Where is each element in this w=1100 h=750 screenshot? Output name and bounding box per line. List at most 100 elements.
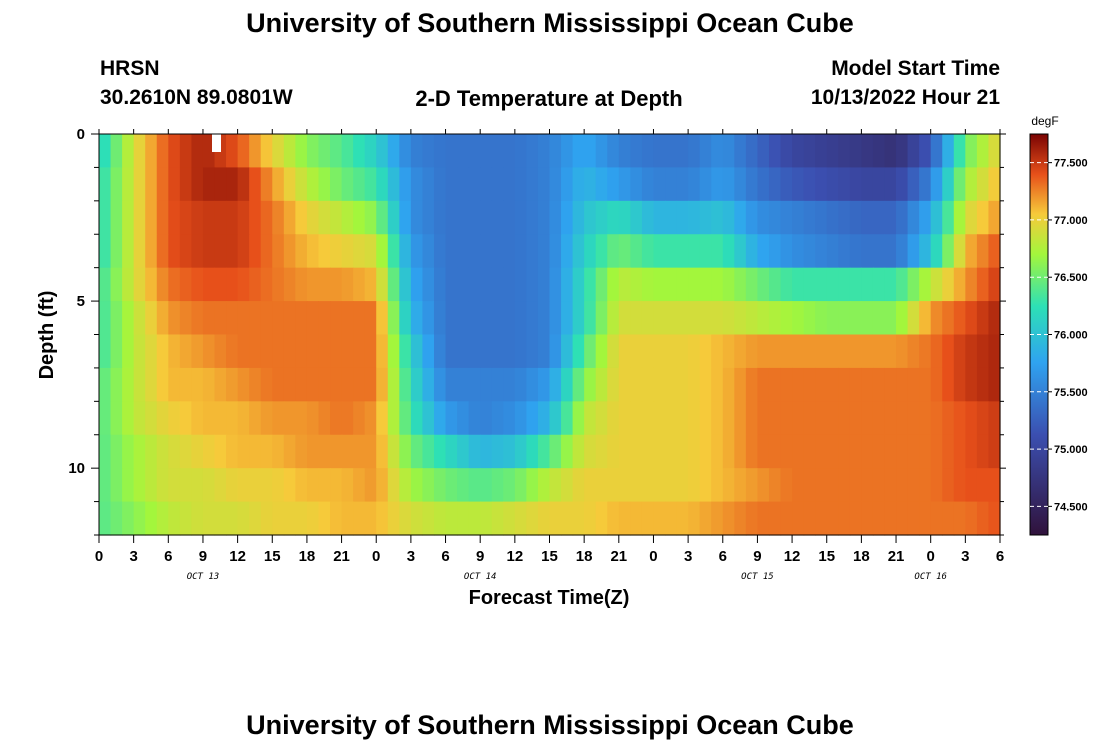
heatmap-cell: [214, 334, 227, 369]
heatmap-cell: [584, 167, 597, 202]
heatmap-cell: [884, 501, 897, 536]
heatmap-cell: [202, 234, 216, 269]
heatmap-cell: [572, 167, 585, 202]
heatmap-cell: [226, 234, 239, 269]
heatmap-cell: [514, 468, 527, 503]
heatmap-cell: [838, 367, 851, 402]
heatmap-cell: [676, 167, 689, 202]
heatmap-cell: [249, 301, 262, 336]
heatmap-cell: [110, 334, 123, 369]
heatmap-cell: [376, 434, 389, 469]
heatmap-cell: [676, 301, 689, 336]
heatmap-cell: [422, 501, 435, 536]
heatmap-cell: [792, 200, 805, 235]
heatmap-cell: [930, 434, 943, 469]
heatmap-cell: [988, 267, 1001, 302]
heatmap-cell: [757, 134, 770, 169]
heatmap-cell: [595, 468, 608, 503]
heatmap-cell: [595, 401, 608, 436]
heatmap-cell: [572, 267, 585, 302]
heatmap-cell: [953, 367, 966, 402]
x-tick-label: 12: [507, 548, 524, 565]
heatmap-cell: [607, 134, 620, 169]
heatmap-cell: [838, 134, 851, 169]
heatmap-cell: [676, 434, 689, 469]
heatmap-cell: [838, 334, 851, 369]
heatmap-cell: [330, 301, 343, 336]
heatmap-cell: [330, 434, 343, 469]
heatmap-cell: [526, 334, 539, 369]
heatmap-cell: [318, 267, 331, 302]
x-tick-label: 18: [853, 548, 870, 565]
heatmap-cell: [179, 200, 193, 235]
x-tick-label: 15: [264, 548, 281, 565]
heatmap-cell: [179, 234, 193, 269]
heatmap-cell: [618, 301, 631, 336]
heatmap-cell: [364, 267, 377, 302]
heatmap-cell: [826, 134, 839, 169]
heatmap-cell: [930, 200, 943, 235]
heatmap-cell: [537, 200, 551, 235]
heatmap-cell: [514, 267, 527, 302]
heatmap-cell: [341, 301, 354, 336]
heatmap-cell: [457, 367, 470, 402]
heatmap-cell: [387, 200, 400, 235]
heatmap-cell: [480, 167, 493, 202]
heatmap-cell: [861, 167, 874, 202]
heatmap-cell: [907, 167, 920, 202]
heatmap-cell: [976, 501, 990, 536]
heatmap-cell: [503, 200, 516, 235]
heatmap-cell: [653, 134, 666, 169]
heatmap-cell: [526, 267, 539, 302]
heatmap-cell: [803, 234, 816, 269]
heatmap-cell: [330, 468, 343, 503]
heatmap-cell: [156, 200, 169, 235]
heatmap-cell: [988, 134, 1001, 169]
heatmap-cell: [249, 234, 262, 269]
heatmap-cell: [572, 434, 585, 469]
colorbar: degF 74.500 75.000 75.500 76.000 76.500 77.00…: [1029, 114, 1088, 536]
heatmap-cell: [537, 434, 551, 469]
heatmap-cell: [387, 334, 400, 369]
heatmap-cell: [988, 301, 1001, 336]
heatmap-cell: [907, 200, 920, 235]
heatmap-cell: [803, 401, 816, 436]
heatmap-cell: [849, 468, 862, 503]
heatmap-cell: [699, 501, 712, 536]
heatmap-cell: [191, 200, 204, 235]
heatmap-cell: [768, 200, 782, 235]
heatmap-cell: [191, 468, 204, 503]
heatmap-cell: [353, 167, 366, 202]
heatmap-cell: [630, 434, 643, 469]
heatmap-cell: [953, 267, 966, 302]
heatmap-cell: [491, 434, 504, 469]
heatmap-cell: [468, 468, 481, 503]
heatmap-cell: [815, 167, 828, 202]
heatmap-cell: [919, 367, 932, 402]
heatmap-cell: [191, 334, 204, 369]
heatmap-cell: [630, 267, 643, 302]
heatmap-cell: [561, 234, 574, 269]
heatmap-cell: [734, 434, 747, 469]
heatmap-cell: [318, 200, 331, 235]
heatmap-cell: [341, 501, 354, 536]
heatmap-cell: [480, 234, 493, 269]
heatmap-cell: [826, 468, 839, 503]
x-tick-label: 3: [407, 548, 415, 565]
y-tick-label: 5: [77, 293, 85, 310]
heatmap-cell: [364, 501, 377, 536]
heatmap-cell: [641, 167, 655, 202]
heatmap-cell: [607, 468, 620, 503]
heatmap-cell: [665, 301, 678, 336]
x-tick-label: 15: [541, 548, 558, 565]
heatmap-cell: [110, 434, 123, 469]
heatmap-cell: [572, 301, 585, 336]
heatmap-cell: [861, 401, 874, 436]
heatmap-cell: [734, 468, 747, 503]
heatmap-cell: [630, 468, 643, 503]
heatmap-cell: [133, 200, 146, 235]
heatmap-cell: [318, 334, 331, 369]
heatmap-cell: [745, 167, 759, 202]
heatmap-cell: [156, 234, 169, 269]
heatmap-cell: [226, 468, 239, 503]
